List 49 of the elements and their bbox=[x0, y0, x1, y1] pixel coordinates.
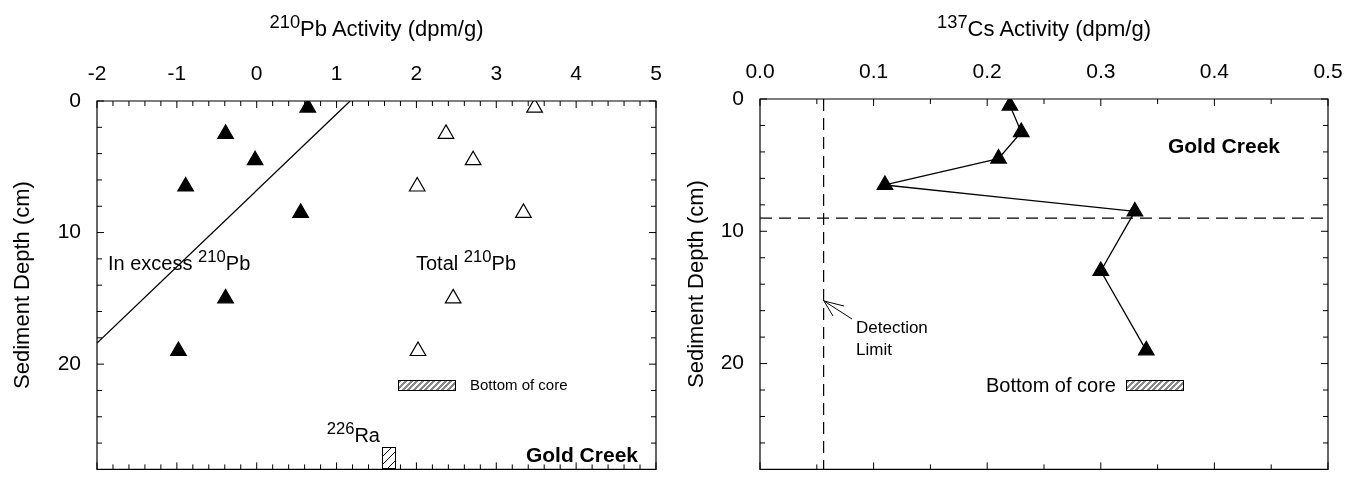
point bbox=[408, 176, 426, 192]
series-label: Total $^{210}$Pb bbox=[416, 247, 517, 274]
annotation: Bottom of core bbox=[470, 375, 568, 394]
point bbox=[292, 203, 310, 218]
point bbox=[1137, 340, 1155, 356]
point bbox=[444, 288, 462, 304]
y-tick-label: 20 bbox=[720, 350, 744, 374]
y-axis-title: Sediment Depth (cm) bbox=[8, 181, 35, 390]
point bbox=[409, 341, 427, 357]
x-tick-label: 0.4 bbox=[1199, 59, 1230, 83]
point bbox=[876, 175, 894, 191]
point bbox=[990, 148, 1007, 164]
x-tick-label: 0.2 bbox=[972, 59, 1002, 83]
y-tick-label: 0 bbox=[69, 87, 81, 111]
y-tick-label: 20 bbox=[57, 350, 81, 374]
point bbox=[437, 124, 455, 139]
x-tick-label: 0.0 bbox=[745, 59, 775, 83]
x-tick-label: 5 bbox=[650, 61, 662, 85]
x-tick-label: -2 bbox=[87, 61, 107, 85]
x-tick-label: 1 bbox=[330, 61, 343, 85]
point bbox=[1092, 261, 1110, 277]
annotation: $^{226}$Ra bbox=[326, 419, 380, 446]
x-axis-title: $^{210}$Pb Activity (dpm/g) bbox=[269, 11, 484, 42]
x-axis-title: $^{137}$Cs Activity (dpm/g) bbox=[937, 11, 1151, 42]
point bbox=[217, 288, 234, 304]
annotation: Gold Creek bbox=[1167, 134, 1280, 158]
point bbox=[217, 124, 234, 139]
annotation: Bottom of core bbox=[985, 374, 1116, 396]
point bbox=[1012, 122, 1030, 138]
annotation: Gold Creek bbox=[525, 443, 638, 467]
x-tick-label: 2 bbox=[410, 61, 423, 85]
y-axis-title: Sediment Depth (cm) bbox=[682, 180, 709, 389]
point bbox=[170, 341, 187, 357]
point bbox=[1126, 201, 1144, 217]
x-tick-label: 0 bbox=[250, 61, 263, 85]
x-tick-label: 0.5 bbox=[1313, 59, 1343, 83]
y-tick-label: 10 bbox=[720, 218, 744, 242]
x-tick-label: 0.1 bbox=[859, 59, 889, 83]
y-tick-label: 0 bbox=[732, 85, 744, 109]
point bbox=[246, 150, 264, 166]
y-tick-label: 10 bbox=[57, 219, 81, 243]
point bbox=[177, 176, 195, 192]
x-tick-label: -1 bbox=[167, 61, 187, 85]
point bbox=[515, 203, 532, 218]
x-tick-label: 4 bbox=[570, 61, 583, 85]
x-tick-label: 0.3 bbox=[1086, 59, 1116, 83]
x-tick-label: 3 bbox=[490, 61, 503, 85]
point bbox=[464, 150, 482, 166]
annotation: Detection Limit bbox=[856, 317, 928, 362]
